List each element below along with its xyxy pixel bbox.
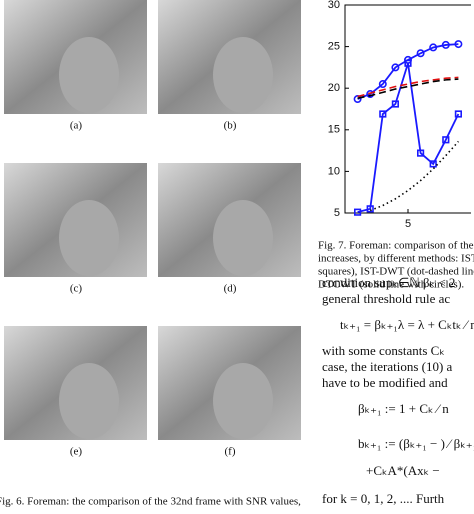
series-line bbox=[357, 43, 459, 100]
subfigure-label: (a) bbox=[70, 120, 83, 132]
marker bbox=[429, 160, 437, 168]
chart: 5 10 15 20 25 30 5 bbox=[328, 0, 471, 230]
subfigure-label: (e) bbox=[70, 446, 83, 458]
marker bbox=[353, 208, 362, 216]
figure-caption: DTCWT (solid line with circles). bbox=[318, 279, 464, 291]
subfigure-label: (c) bbox=[70, 283, 83, 295]
photo-face bbox=[59, 200, 119, 276]
marker bbox=[454, 40, 463, 49]
body-text: case, the iterations (10) a bbox=[322, 359, 453, 374]
marker bbox=[391, 63, 400, 72]
photo-grid: (a) (b) (c) (d) (e) (f) Fig. 6. Foreman: the c… bbox=[0, 0, 301, 508]
marker bbox=[454, 110, 463, 118]
y-tick-label: 25 bbox=[328, 41, 340, 53]
axis-frame bbox=[344, 4, 471, 214]
series-line bbox=[369, 140, 459, 212]
marker bbox=[378, 80, 387, 89]
marker bbox=[416, 149, 425, 157]
photo-face bbox=[59, 37, 119, 113]
marker bbox=[441, 40, 450, 49]
photo-face bbox=[59, 363, 119, 439]
marker bbox=[391, 100, 400, 108]
y-tick-label: 30 bbox=[328, 0, 340, 11]
figure-caption: Fig. 7. Foreman: comparison of the S bbox=[318, 240, 474, 252]
figure-caption: increases, by different methods: IST bbox=[318, 253, 474, 265]
marker bbox=[404, 59, 412, 67]
body-text: for k = 0, 1, 2, .... Furth bbox=[322, 491, 445, 506]
marker bbox=[366, 205, 374, 213]
y-tick-label: 20 bbox=[328, 82, 340, 94]
y-tick-label: 10 bbox=[328, 165, 340, 177]
subfigure-label: (f) bbox=[225, 446, 236, 458]
marker bbox=[442, 136, 450, 144]
body-text: +CₖA*(Axₖ − bbox=[366, 463, 440, 478]
subfigure-label: (b) bbox=[224, 120, 237, 132]
body-text: βₖ₊₁ := 1 + Cₖ ⁄ n bbox=[358, 401, 449, 416]
photo-face bbox=[213, 200, 273, 276]
subfigure-label: (d) bbox=[224, 283, 237, 295]
marker bbox=[379, 110, 387, 118]
body-text: condition supₖ∈ℕ βₖ < 2 bbox=[322, 275, 455, 290]
photo-face bbox=[213, 363, 273, 439]
marker bbox=[429, 43, 438, 52]
marker bbox=[416, 49, 425, 58]
body-text: bₖ₊₁ := (βₖ₊₁ − ) ⁄ βₖ₊₁ bbox=[358, 436, 474, 451]
y-tick-label: 5 bbox=[334, 207, 340, 219]
body-text: with some constants Cₖ bbox=[322, 343, 445, 358]
series-line bbox=[357, 78, 459, 99]
series-line bbox=[357, 62, 460, 214]
text-column: Fig. 7. Foreman: comparison of the Sincr… bbox=[318, 240, 474, 506]
x-tick-label: 5 bbox=[405, 218, 411, 230]
photo-face bbox=[213, 37, 273, 113]
y-tick-label: 15 bbox=[328, 124, 340, 136]
figure-caption: Fig. 6. Foreman: the comparison of the 3… bbox=[0, 496, 301, 508]
body-text: general threshold rule ac bbox=[322, 291, 450, 306]
series-line bbox=[357, 76, 459, 98]
body-text: have to be modified and bbox=[322, 375, 448, 390]
body-text: tₖ₊₁ = βₖ₊₁λ = λ + Cₖtₖ ⁄ n | bbox=[340, 317, 474, 332]
figure-caption: squares), IST-DWT (dot-dashed line), bbox=[318, 266, 474, 278]
